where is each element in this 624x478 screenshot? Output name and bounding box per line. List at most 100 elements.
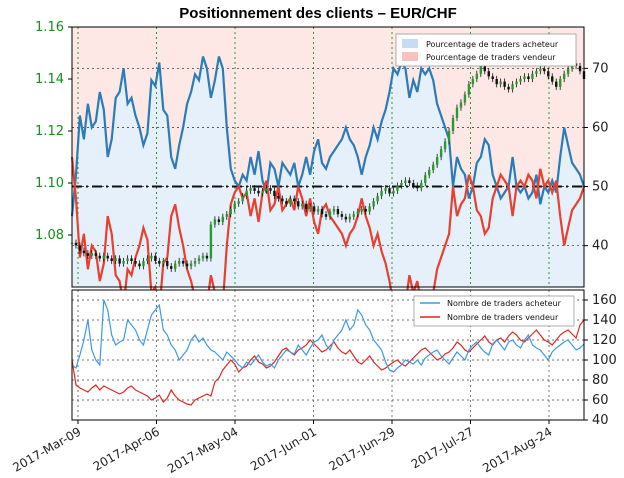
- candle-body: [551, 76, 554, 82]
- x-tick-label: 2017-Apr-06: [91, 424, 162, 473]
- candle-body: [146, 258, 149, 261]
- candle-body: [562, 73, 566, 79]
- candle-body: [301, 203, 304, 207]
- candle-body: [519, 79, 522, 82]
- candle-body: [447, 131, 451, 142]
- candle-body: [420, 183, 423, 189]
- candle-body: [253, 188, 256, 191]
- bottom-right-tick-label: 80: [592, 373, 609, 388]
- left-tick-label: 1.08: [35, 228, 64, 243]
- price-panel-frame: [71, 26, 585, 288]
- candle-body: [233, 203, 236, 209]
- candle-body: [98, 255, 101, 259]
- candle-body: [285, 201, 288, 204]
- candle-body: [332, 209, 336, 212]
- candle-body: [308, 206, 312, 209]
- bottom-right-tick-label: 140: [592, 313, 617, 328]
- candle-body: [555, 81, 558, 87]
- candle-body: [102, 255, 105, 259]
- candle-body: [78, 245, 82, 251]
- candle-body: [257, 190, 260, 194]
- legend-label-buyers-pct: Pourcentage de traders acheteur: [426, 40, 559, 49]
- left-tick-label: 1.12: [35, 124, 64, 139]
- candle-body: [392, 190, 395, 194]
- right-tick-label: 70: [592, 61, 609, 76]
- candle-body: [523, 76, 526, 79]
- candle-body: [324, 214, 328, 217]
- candle-body: [154, 255, 157, 261]
- bottom-right-tick-label: 120: [592, 333, 617, 348]
- candle-body: [372, 201, 375, 207]
- candle-body: [297, 201, 300, 207]
- candle-body: [515, 81, 518, 85]
- x-tick-label: 2017-Jun-29: [327, 424, 398, 473]
- bottom-right-tick-label: 160: [592, 293, 617, 308]
- candle-body: [158, 261, 161, 264]
- candle-body: [217, 219, 221, 222]
- candle-body: [404, 180, 407, 183]
- candle-body: [487, 71, 490, 77]
- candle-body: [439, 149, 443, 157]
- candle-body: [201, 255, 205, 259]
- candle-body: [376, 196, 379, 202]
- candle-body: [412, 183, 415, 186]
- left-tick-label: 1.14: [35, 72, 64, 87]
- right-tick-label: 40: [592, 239, 609, 254]
- candle-body: [527, 76, 530, 79]
- candle-body: [360, 209, 363, 212]
- candle-body: [435, 157, 439, 165]
- candle-body: [177, 261, 181, 264]
- candle-body: [241, 196, 244, 202]
- candle-body: [459, 102, 463, 108]
- candle-body: [293, 198, 296, 202]
- candle-body: [170, 266, 173, 269]
- price-panel: 1.08 1.10 1.12 1.14 1.16 40 50 60 70 Pourcentag…: [35, 20, 609, 317]
- candle-body: [237, 201, 240, 204]
- legend-swatch-buyers-pct: [402, 39, 418, 48]
- candle-body: [503, 81, 506, 87]
- candle-body: [443, 141, 447, 150]
- candle-body: [312, 206, 316, 212]
- bottom-legend-box: [413, 295, 575, 327]
- candle-body: [221, 216, 225, 222]
- candle-body: [150, 255, 153, 259]
- candle-body: [368, 206, 371, 212]
- candle-body: [336, 209, 340, 215]
- candle-body: [340, 214, 344, 217]
- candle-body: [455, 107, 459, 118]
- candle-body: [475, 73, 479, 79]
- x-tick-label: 2017-Jul-27: [409, 424, 476, 471]
- buyers-area: [72, 56, 584, 287]
- candle-body: [110, 258, 113, 261]
- x-tick-label: 2017-Aug-24: [480, 424, 554, 475]
- candle-body: [428, 170, 431, 176]
- candle-body: [277, 196, 280, 199]
- candle-body: [106, 255, 109, 259]
- candle-body: [384, 188, 387, 191]
- candle-body: [130, 258, 133, 261]
- candle-body: [173, 263, 177, 269]
- candle-body: [229, 209, 232, 215]
- bottom-right-tick-label: 40: [592, 413, 609, 428]
- candle-body: [245, 190, 248, 196]
- candle-body: [348, 216, 352, 220]
- buyers-count-line: [71, 299, 585, 373]
- bottom-right-tick-label: 60: [592, 393, 609, 408]
- candle-body: [90, 253, 94, 256]
- candle-body: [118, 258, 121, 264]
- candle-body: [388, 188, 391, 194]
- count-panel: 40 60 80 100 120 140 160 2017-Mar-09 2017-Apr-0…: [10, 289, 617, 476]
- candle-body: [74, 242, 78, 246]
- candle-body: [94, 253, 98, 256]
- candle-body: [86, 253, 90, 256]
- candle-body: [431, 164, 435, 170]
- candle-body: [499, 81, 502, 85]
- top-legend: Pourcentage de traders acheteur Pourcent…: [395, 33, 577, 67]
- bottom-right-tick-label: 100: [592, 353, 617, 368]
- x-tick-label: 2017-Jun-01: [248, 424, 319, 473]
- legend-label-sellers-count: Nombre de traders vendeur: [447, 313, 559, 322]
- candle-body: [463, 94, 467, 103]
- candle-body: [535, 71, 538, 74]
- candle-body: [189, 263, 193, 267]
